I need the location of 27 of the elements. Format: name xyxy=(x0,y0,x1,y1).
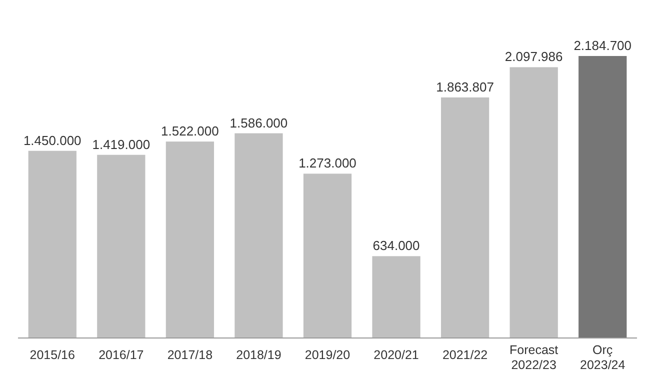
x-tick-label: 2018/19 xyxy=(236,348,282,362)
bar xyxy=(234,133,283,338)
data-label: 2.097.986 xyxy=(504,49,563,64)
bar xyxy=(97,154,146,338)
x-tick-label: Forecast 2022/23 xyxy=(510,343,559,372)
bar xyxy=(510,67,558,338)
bar xyxy=(578,56,627,338)
x-tick-label: 2015/16 xyxy=(30,348,76,362)
data-label: 1.273.000 xyxy=(298,156,356,171)
x-tick-label: 2016/17 xyxy=(98,348,144,362)
bar xyxy=(372,256,420,338)
bar xyxy=(166,142,214,338)
x-tick-label: 2019/20 xyxy=(304,348,350,362)
x-tick-label: Orç 2023/24 xyxy=(580,343,626,372)
data-label: 1.419.000 xyxy=(92,136,150,152)
bar xyxy=(303,174,352,338)
x-tick-label: 2017/18 xyxy=(167,348,213,362)
x-tick-label: 2020/21 xyxy=(374,348,419,362)
data-label: 1.586.000 xyxy=(230,115,288,130)
bar xyxy=(28,150,76,338)
data-label: 1.863.807 xyxy=(436,79,494,94)
bar xyxy=(440,97,490,338)
data-label: 1.450.000 xyxy=(23,132,82,148)
data-label: 2.184.700 xyxy=(574,38,632,53)
data-label: 1.522.000 xyxy=(161,124,219,139)
data-label: 634.000 xyxy=(372,238,420,254)
x-tick-label: 2021/22 xyxy=(442,348,488,362)
